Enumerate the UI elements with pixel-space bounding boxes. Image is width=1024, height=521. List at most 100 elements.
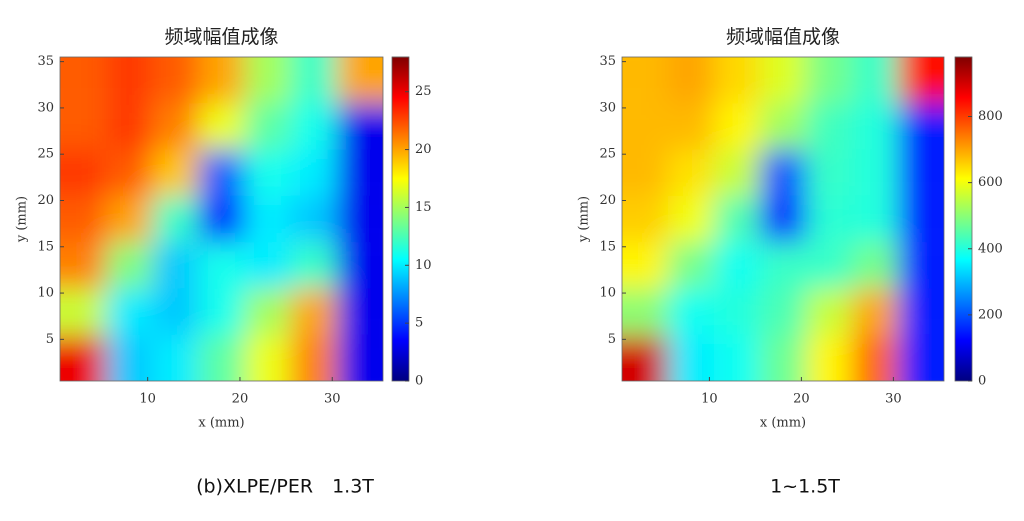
heatmap-cell <box>290 57 337 104</box>
heatmap-cell <box>336 242 383 289</box>
heatmap-cell <box>290 195 337 243</box>
y-tick-label: 35 <box>37 54 54 69</box>
y-tick-label: 10 <box>599 286 616 301</box>
heatmap-cell <box>714 103 760 150</box>
heatmap-cell <box>898 57 944 104</box>
heatmap-cell <box>244 334 291 381</box>
heatmap-cell <box>622 242 668 289</box>
x-axis-label: x (mm) <box>760 416 806 431</box>
heatmap-cell <box>714 242 760 289</box>
y-tick-label: 15 <box>37 239 54 254</box>
x-tick-label: 10 <box>139 392 156 407</box>
y-tick-label: 15 <box>599 239 616 254</box>
colorbar-tick-label: 200 <box>978 307 1003 322</box>
y-tick-label: 20 <box>37 193 54 208</box>
heatmap-cell <box>622 334 668 381</box>
heatmap-cell <box>152 195 199 243</box>
heatmap-cell <box>622 195 668 243</box>
colorbar-tick-label: 400 <box>978 241 1003 256</box>
heatmap-cell <box>760 149 806 196</box>
x-tick-label: 30 <box>885 392 902 407</box>
heatmap-cell <box>898 334 944 381</box>
heatmap-cell <box>852 195 898 243</box>
colorbar-tick-label: 20 <box>415 142 432 157</box>
heatmap-cell <box>60 149 107 196</box>
heatmap-cell <box>852 149 898 196</box>
heatmap-cell <box>806 103 852 150</box>
colorbar-tick-label: 800 <box>978 109 1003 124</box>
heatmap-cell <box>152 149 199 196</box>
heatmap-cell <box>668 149 714 196</box>
heatmap-cell <box>714 149 760 196</box>
x-tick-label: 20 <box>793 392 810 407</box>
y-tick-label: 20 <box>599 193 616 208</box>
heatmap-cell <box>622 57 668 104</box>
heatmap-cell <box>290 288 337 335</box>
heatmap-cell <box>106 57 153 104</box>
heatmap-cell <box>336 195 383 243</box>
heatmap-cell <box>898 195 944 243</box>
colorbar <box>954 56 973 382</box>
chart-title: 频域幅值成像 <box>726 26 840 48</box>
heatmap-cell <box>198 103 245 150</box>
heatmap-cell <box>106 288 153 335</box>
colorbar-tick-label: 25 <box>415 84 432 99</box>
y-tick-label: 30 <box>37 100 54 115</box>
heatmap-cell <box>198 288 245 335</box>
y-tick-label: 10 <box>37 286 54 301</box>
heatmap-cell <box>152 242 199 289</box>
heatmap-cell <box>198 242 245 289</box>
heatmap-cell <box>336 334 383 381</box>
heatmap-cell <box>244 288 291 335</box>
heatmap-cell <box>244 103 291 150</box>
heatmap-cell <box>198 334 245 381</box>
heatmap-cell <box>898 149 944 196</box>
heatmap-cell <box>622 288 668 335</box>
heatmap-cell <box>106 103 153 150</box>
y-axis-label: y (mm) <box>577 196 592 243</box>
colorbar-tick-label: 0 <box>978 374 986 389</box>
heatmap-cell <box>152 57 199 104</box>
heatmap-cell <box>106 242 153 289</box>
heatmap-cell <box>760 103 806 150</box>
heatmap-cell <box>60 288 107 335</box>
heatmap-cell <box>852 103 898 150</box>
heatmap-cell <box>290 149 337 196</box>
heatmap <box>60 57 383 381</box>
heatmap-cell <box>152 103 199 150</box>
colorbar-tick-label: 15 <box>415 200 432 215</box>
caption: 1~1.5T <box>770 476 840 498</box>
y-tick-label: 5 <box>46 332 54 347</box>
x-axis-label: x (mm) <box>198 416 244 431</box>
heatmap-cell <box>668 242 714 289</box>
heatmap-cell <box>760 57 806 104</box>
heatmap-cell <box>714 57 760 104</box>
heatmap-cell <box>668 103 714 150</box>
heatmap-cell <box>806 288 852 335</box>
heatmap-cell <box>668 195 714 243</box>
heatmap-cell <box>152 288 199 335</box>
heatmap-cell <box>60 195 107 243</box>
y-tick-label: 25 <box>37 147 54 162</box>
heatmap-cell <box>806 149 852 196</box>
heatmap-cell <box>806 334 852 381</box>
heatmap-cell <box>760 334 806 381</box>
heatmap-cell <box>760 242 806 289</box>
heatmap-cell <box>290 103 337 150</box>
caption: (b)XLPE/PER 1.3T <box>196 476 374 498</box>
heatmap-cell <box>60 334 107 381</box>
heatmap-cell <box>622 149 668 196</box>
plot-frame <box>59 56 384 382</box>
heatmap-cell <box>668 334 714 381</box>
colorbar-tick-label: 600 <box>978 175 1003 190</box>
heatmap-cells <box>60 57 383 381</box>
heatmap-cell <box>668 288 714 335</box>
heatmap-cell <box>898 288 944 335</box>
heatmap-cell <box>290 242 337 289</box>
heatmap-cell <box>244 57 291 104</box>
heatmap-cell <box>852 57 898 104</box>
heatmap-cell <box>244 195 291 243</box>
plot-frame <box>621 56 945 382</box>
heatmap-cell <box>336 103 383 150</box>
heatmap-cell <box>714 334 760 381</box>
